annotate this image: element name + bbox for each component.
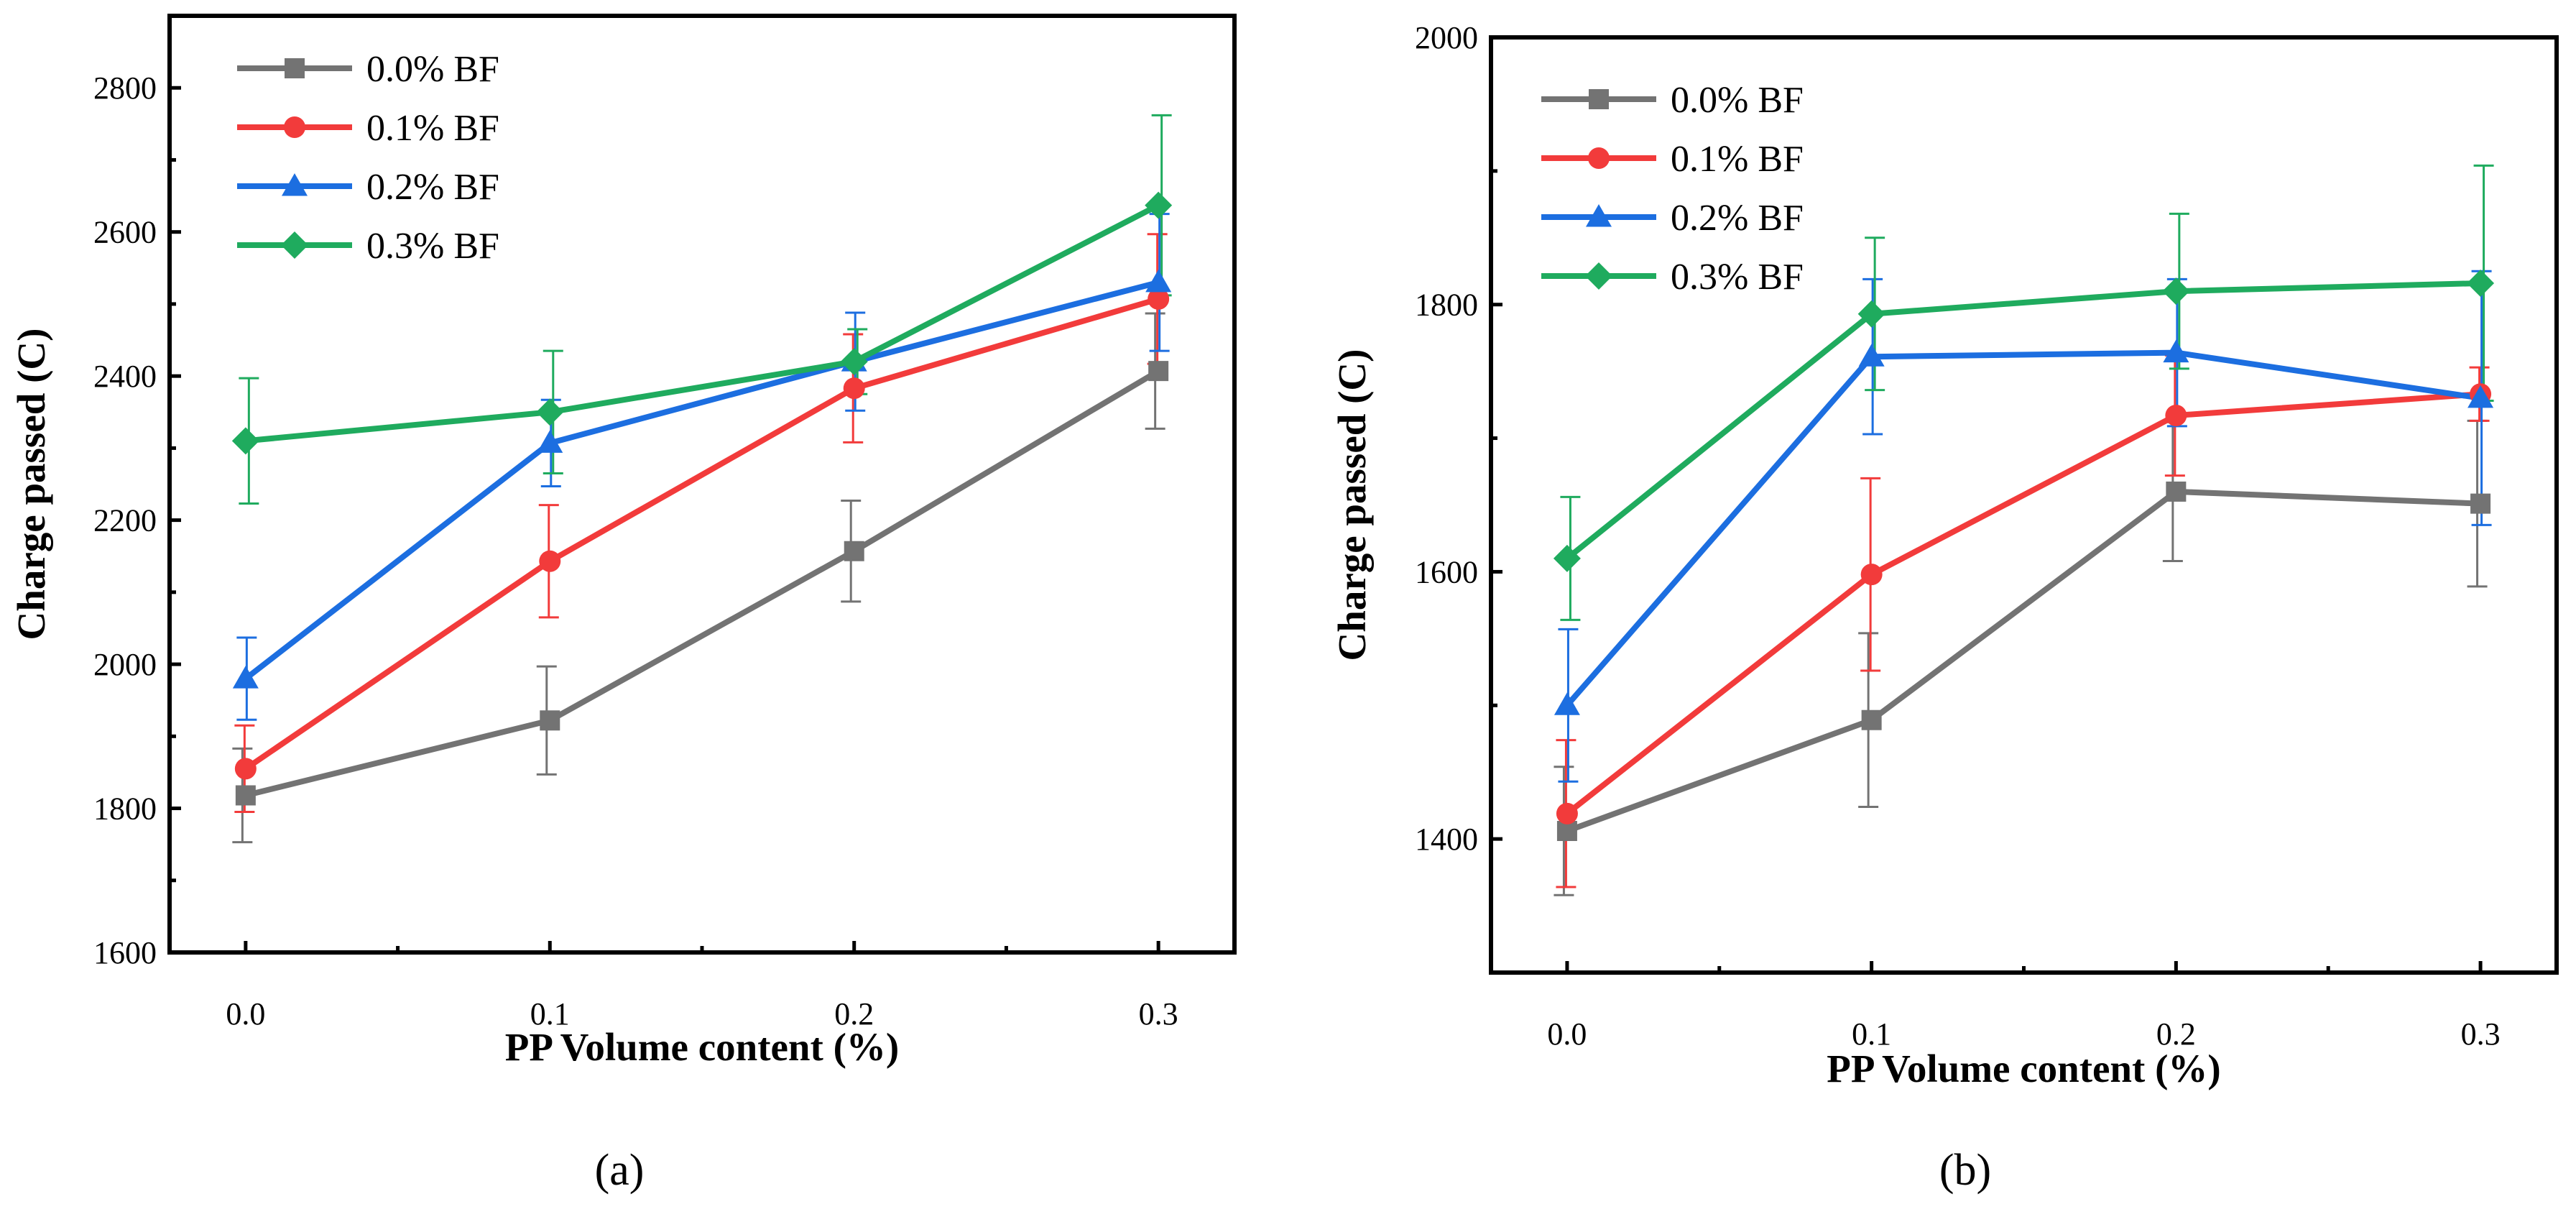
data-point-diamond [2467, 269, 2495, 297]
legend-marker-diamond [1585, 262, 1612, 290]
legend-label: 0.0% BF [1671, 80, 1804, 121]
series-line [244, 368, 1160, 799]
data-point-circle [2165, 404, 2187, 426]
legend-marker-triangle [282, 173, 308, 196]
x-axis-title: PP Volume content (%) [1827, 1047, 2220, 1090]
series-line [245, 203, 1160, 444]
x-tick-label: 0.2 [834, 996, 874, 1032]
data-point-diamond [1857, 300, 1885, 328]
x-tick-label: 0.3 [1139, 996, 1178, 1032]
legend-marker-diamond [281, 231, 308, 259]
legend-label: 0.2% BF [366, 167, 499, 208]
data-point-square [844, 541, 864, 561]
data-point-triangle [537, 430, 563, 453]
data-point-triangle [1554, 692, 1580, 715]
y-axis-title: Charge passed (C) [1330, 349, 1374, 661]
y-axis-title: Charge passed (C) [9, 329, 53, 640]
x-tick-label: 0.0 [226, 996, 265, 1032]
x-tick-label: 0.3 [2461, 1016, 2501, 1052]
legend-marker-circle [284, 116, 305, 138]
legend-label: 0.1% BF [366, 108, 499, 149]
chart-panel-b: 1400 1600 1800 2000 0.0 0.1 0.2 0.3 PP Volume co… [1330, 20, 2559, 1195]
data-point-triangle [1145, 269, 1172, 293]
x-tick-label: 0.1 [1852, 1016, 1891, 1052]
error-bars-0-1-BF [1556, 354, 2490, 888]
data-point-circle [539, 550, 561, 572]
panel-label: (a) [595, 1146, 645, 1195]
data-point-triangle [2163, 339, 2189, 363]
legend-label: 0.3% BF [1671, 257, 1804, 298]
y-tick-label: 1400 [1415, 822, 1478, 857]
error-bars-0-2-BF [236, 213, 1170, 721]
data-point-triangle [2467, 385, 2494, 408]
series-line [1565, 391, 2481, 816]
series-line [244, 296, 1160, 771]
data-point-square [235, 785, 256, 806]
data-point-diamond [1145, 191, 1173, 219]
series-line [1566, 488, 2481, 834]
data-point-circle [1860, 564, 1883, 586]
y-tick-label: 2200 [93, 503, 157, 538]
y-tick-label: 2600 [93, 215, 157, 250]
x-axis-title: PP Volume content (%) [505, 1025, 899, 1069]
x-tick-label: 0.1 [530, 996, 570, 1032]
data-point-diamond [840, 348, 868, 376]
error-bars-0-0-BF [1554, 419, 2488, 896]
error-bars-0-2-BF [1558, 270, 2492, 783]
data-point-square [1861, 709, 1882, 730]
y-tick-label: 1600 [93, 935, 157, 970]
chart-panel-a: 1600 1800 2000 2200 2400 2600 2800 0.0 0.1 0.2 0.3… [9, 14, 1237, 1195]
data-point-diamond [231, 427, 259, 455]
data-point-circle [234, 758, 257, 780]
y-tick-label: 2000 [93, 647, 157, 682]
data-point-square [2470, 493, 2491, 514]
plot-frame [1489, 35, 2559, 975]
data-point-triangle [1858, 344, 1885, 367]
legend-label: 0.2% BF [1671, 198, 1804, 239]
y-tick-label: 2000 [1415, 20, 1478, 55]
y-tick-label: 2800 [93, 70, 157, 106]
data-point-triangle [232, 666, 259, 689]
legend-marker-triangle [1586, 204, 1612, 227]
panel-label: (b) [1939, 1146, 1991, 1195]
series-line [1564, 349, 2481, 707]
data-point-square [1148, 361, 1169, 382]
legend: 0.0% BF 0.1% BF 0.2% BF 0.3% BF [237, 49, 499, 267]
legend-label: 0.3% BF [366, 226, 499, 267]
plot-frame [167, 14, 1237, 955]
legend: 0.0% BF 0.1% BF 0.2% BF 0.3% BF [1541, 80, 1804, 298]
data-point-square [2166, 481, 2187, 502]
data-point-circle [843, 377, 865, 400]
legend-marker-square [285, 58, 305, 78]
y-tick-label: 1800 [93, 791, 157, 827]
y-tick-label: 1800 [1415, 288, 1478, 323]
data-point-diamond [2162, 277, 2190, 306]
legend-marker-circle [1588, 147, 1610, 169]
legend-label: 0.0% BF [366, 49, 499, 90]
x-tick-label: 0.2 [2156, 1016, 2196, 1052]
series-line [1565, 280, 2481, 561]
data-point-square [540, 710, 560, 731]
data-point-diamond [536, 398, 564, 426]
data-point-circle [1556, 802, 1578, 824]
data-point-diamond [1553, 544, 1581, 572]
x-tick-label: 0.0 [1547, 1016, 1587, 1052]
y-tick-label: 1600 [1415, 554, 1478, 589]
legend-marker-square [1589, 89, 1609, 109]
legend-label: 0.1% BF [1671, 139, 1804, 180]
y-tick-label: 2400 [93, 359, 157, 394]
series-line [244, 279, 1160, 681]
data-point-circle [1148, 288, 1170, 310]
error-bars-0-1-BF [234, 233, 1168, 814]
